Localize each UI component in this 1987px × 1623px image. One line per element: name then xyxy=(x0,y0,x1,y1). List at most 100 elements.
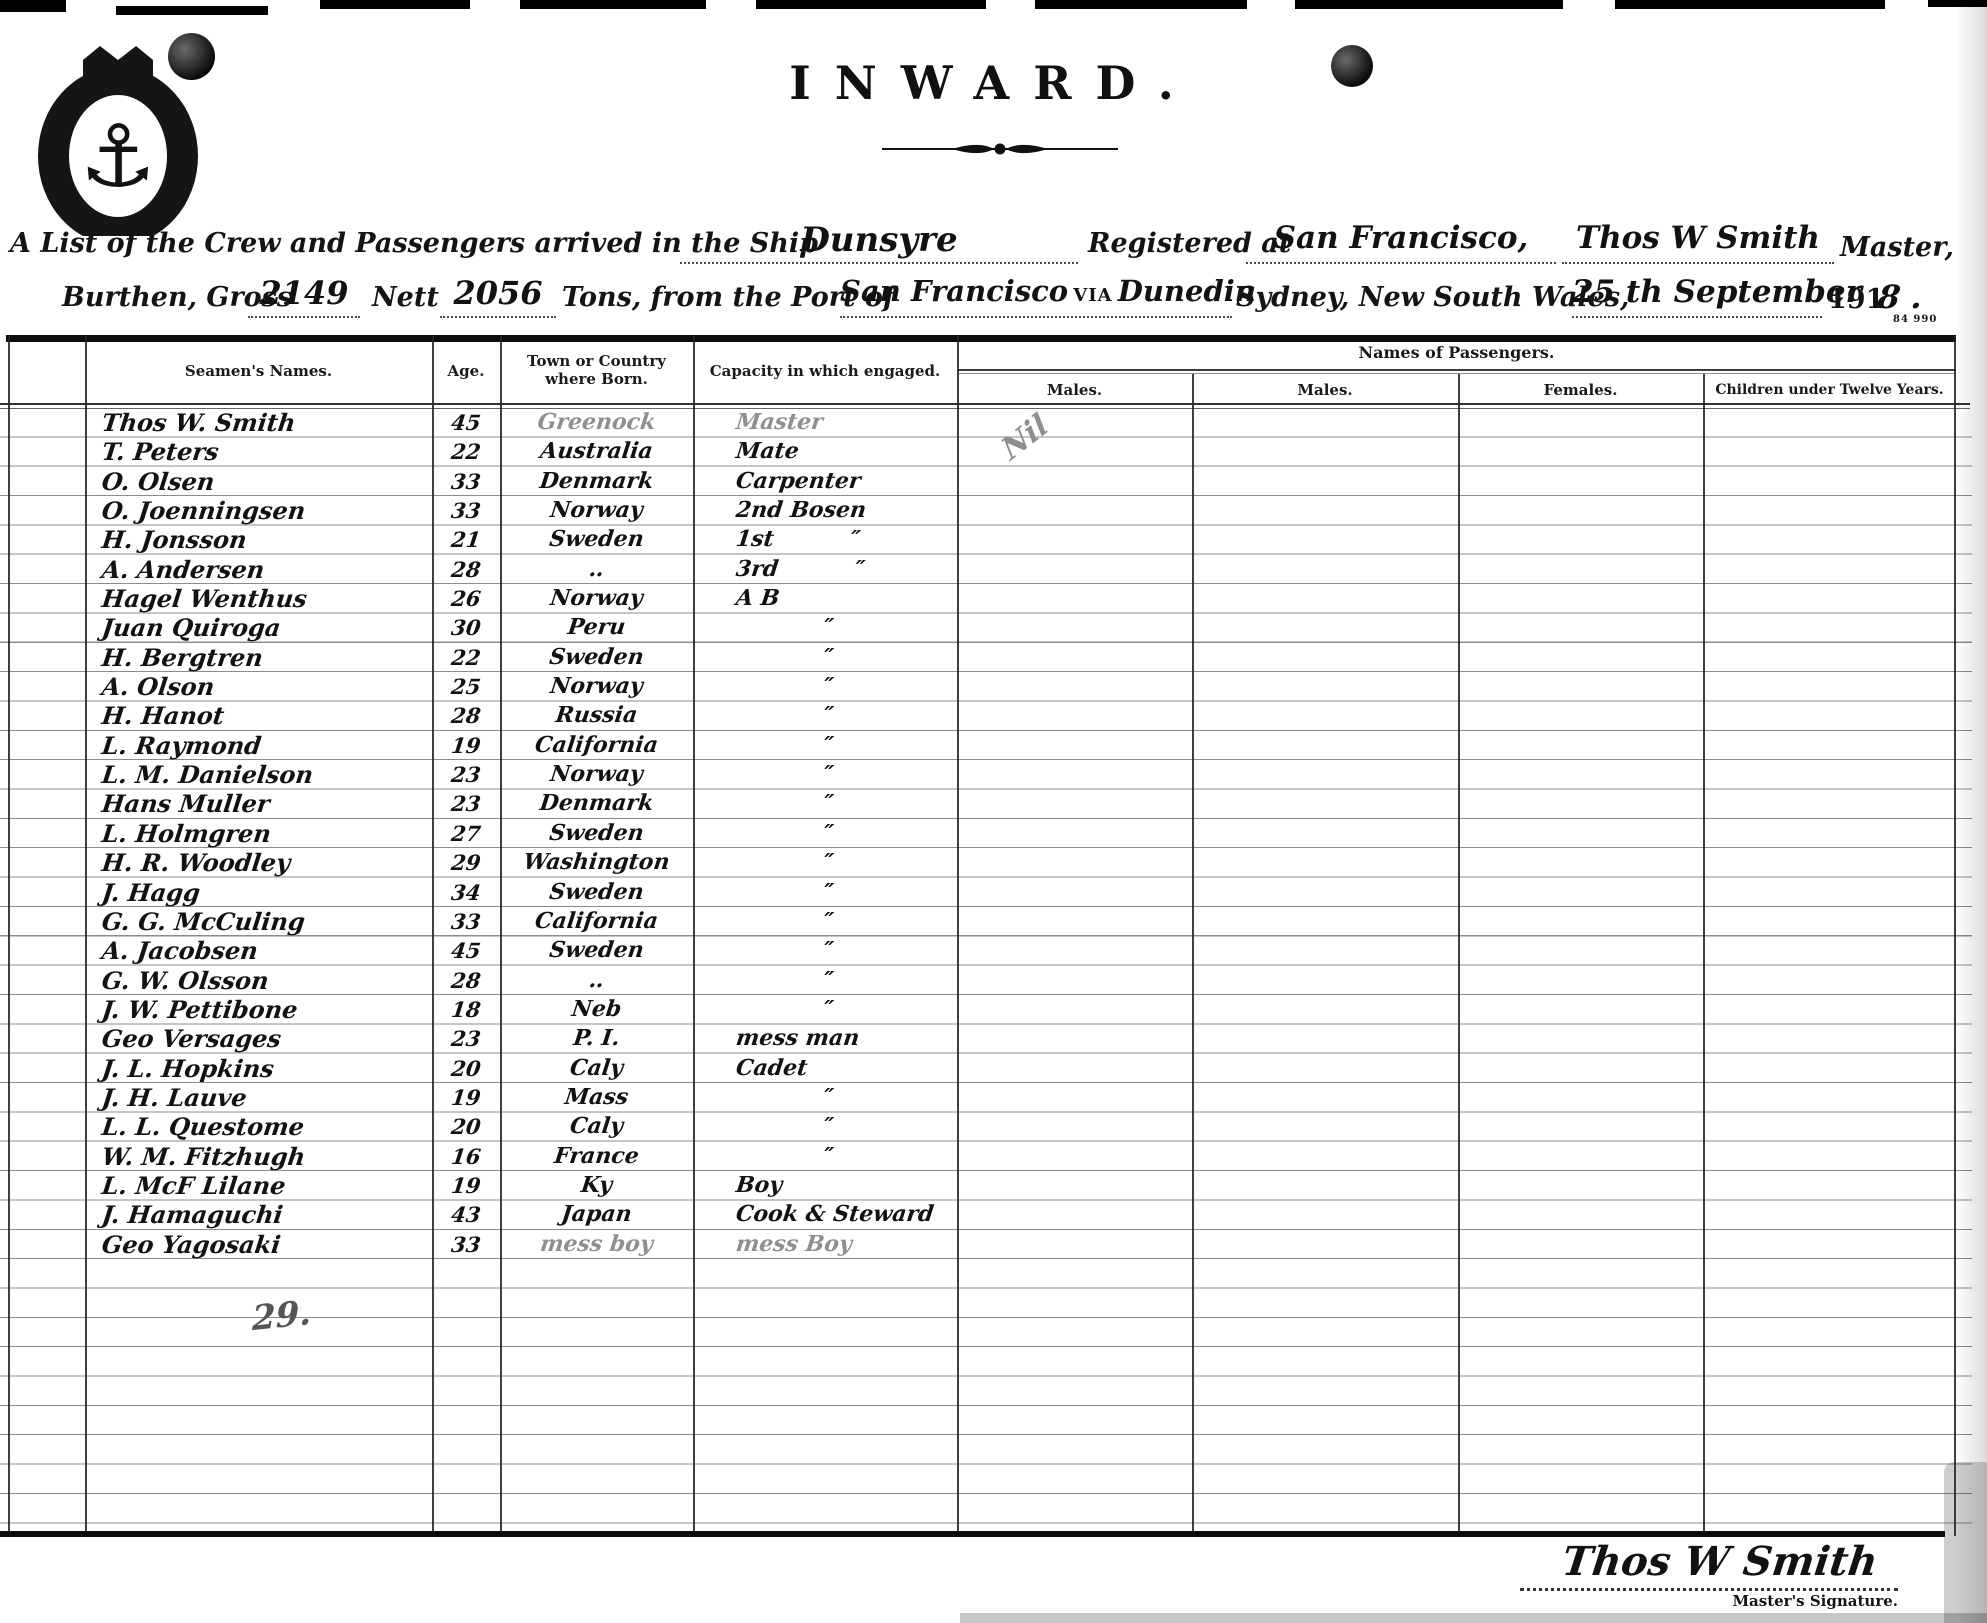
cell-age: 19 xyxy=(449,1084,483,1110)
cell-age: 27 xyxy=(449,820,483,846)
cell-age: 33 xyxy=(449,498,483,524)
registered-at-field: San Francisco, xyxy=(1246,220,1556,264)
cell-capacity: Boy xyxy=(734,1171,784,1198)
cell-age: 29 xyxy=(449,850,483,876)
cell-name: Juan Quiroga xyxy=(100,613,283,643)
cell-capacity: ″ xyxy=(822,849,836,876)
cell-town: Mass xyxy=(563,1083,630,1110)
crown-anchor-seal-icon: ⚓ xyxy=(38,46,198,236)
scan-artifact xyxy=(520,0,706,9)
cell-capacity: 3rd ″ xyxy=(734,555,867,582)
table-vline xyxy=(1192,374,1194,1536)
table-vline xyxy=(500,336,502,1536)
divider-ornament-icon xyxy=(882,143,1118,155)
cell-capacity: Mate xyxy=(734,438,801,465)
cell-age: 45 xyxy=(449,410,483,435)
cell-capacity: ″ xyxy=(822,702,836,729)
cell-name: J. Hagg xyxy=(100,877,202,907)
cell-age: 26 xyxy=(449,586,483,612)
table-row: H. Hanot 28 Russia ″ xyxy=(0,701,1972,730)
cell-age: 16 xyxy=(449,1143,483,1169)
cell-capacity: ″ xyxy=(822,1083,836,1110)
cell-capacity: 2nd Bosen xyxy=(734,497,868,524)
cell-name: Hans Muller xyxy=(100,789,272,819)
table-vline xyxy=(1954,336,1956,1536)
date-field: 25 th September xyxy=(1572,274,1862,318)
cell-name: T. Peters xyxy=(100,437,221,467)
table-row: G. W. Olsson 28 ‥ ″ xyxy=(0,966,1972,995)
signature-label: Master's Signature. xyxy=(1732,1592,1898,1610)
cell-capacity: mess man xyxy=(734,1025,861,1052)
table-row: Geo Versages 23 P. I. mess man xyxy=(0,1024,1972,1053)
cell-name: Geo Versages xyxy=(100,1024,283,1054)
cell-capacity: ″ xyxy=(822,995,836,1022)
cell-capacity: ″ xyxy=(822,790,836,817)
cell-town: Ky xyxy=(579,1171,614,1198)
master-name-value: Thos W Smith xyxy=(1576,220,1820,256)
table-row: L. McF Lilane 19 Ky Boy xyxy=(0,1171,1972,1200)
scan-artifact xyxy=(1035,0,1247,9)
cell-name: G. W. Olsson xyxy=(100,965,271,995)
port-value: San Francisco xyxy=(840,274,1069,308)
table-row: J. W. Pettibone 18 Neb ″ xyxy=(0,995,1972,1024)
table-row: O. Joenningsen 33 Norway 2nd Bosen xyxy=(0,496,1972,525)
table-row: G. G. McCuling 33 California ″ xyxy=(0,907,1972,936)
cell-town: Sweden xyxy=(547,819,646,846)
cell-town: Norway xyxy=(548,761,645,788)
cell-name: L. M. Danielson xyxy=(100,760,315,790)
scan-artifact xyxy=(320,0,470,9)
cell-town: Denmark xyxy=(538,467,655,494)
cell-age: 28 xyxy=(449,703,483,729)
page-title: INWARD. xyxy=(789,56,1198,110)
port-field: San Francisco VIA Dunedin xyxy=(840,274,1256,318)
crew-rows: Thos W. Smith 45 Greenock Master T. Peters 22… xyxy=(0,408,1972,1259)
cell-name: A. Jacobsen xyxy=(100,936,260,966)
table-top-border xyxy=(6,335,1956,342)
cell-town: France xyxy=(552,1142,641,1169)
table-row: A. Andersen 28 ‥ 3rd ″ xyxy=(0,555,1972,584)
cell-capacity: Master xyxy=(734,409,825,435)
table-row: A. Olson 25 Norway ″ xyxy=(0,672,1972,701)
cell-town: Japan xyxy=(559,1201,634,1228)
cell-town: Russia xyxy=(554,702,640,729)
cell-name: A. Olson xyxy=(100,672,217,702)
cell-town: Norway xyxy=(548,673,645,700)
cell-name: W. M. Fitzhugh xyxy=(100,1141,308,1171)
cell-name: J. W. Pettibone xyxy=(100,994,300,1024)
cell-name: J. L. Hopkins xyxy=(100,1053,276,1083)
cell-age: 23 xyxy=(449,791,483,817)
table-row: H. Jonsson 21 Sweden 1st ″ xyxy=(0,525,1972,554)
cell-town: Norway xyxy=(548,497,645,524)
nett-tons-field: 2056 xyxy=(440,274,556,318)
master-signature: Thos W Smith xyxy=(1559,1538,1881,1585)
cell-age: 28 xyxy=(449,967,483,993)
cell-name: J. Hamaguchi xyxy=(100,1200,285,1230)
col-header-capacity: Capacity in which engaged. xyxy=(709,362,941,380)
table-row: L. Holmgren 27 Sweden ″ xyxy=(0,819,1972,848)
cell-capacity: ″ xyxy=(822,1113,836,1140)
cell-age: 22 xyxy=(449,439,483,465)
cell-age: 33 xyxy=(449,908,483,934)
cell-capacity: ″ xyxy=(822,643,836,670)
cell-age: 30 xyxy=(449,615,483,641)
cell-age: 28 xyxy=(449,556,483,582)
cell-town: Sweden xyxy=(547,878,646,905)
table-ruled-lines xyxy=(0,408,1972,1534)
cell-name: L. McF Lilane xyxy=(100,1170,288,1200)
cell-name: O. Olsen xyxy=(100,466,217,496)
table-vline xyxy=(8,336,10,1536)
cell-capacity: ″ xyxy=(822,907,836,934)
cell-town: Norway xyxy=(548,585,645,612)
table-row: H. R. Woodley 29 Washington ″ xyxy=(0,848,1972,877)
gross-tons-field: 2149 xyxy=(248,274,360,318)
col-header-females: Females. xyxy=(1543,381,1618,399)
cell-name: H. R. Woodley xyxy=(100,848,292,878)
table-row: L. Raymond 19 California ″ xyxy=(0,731,1972,760)
registered-at-value: San Francisco, xyxy=(1273,220,1529,256)
cell-town: Sweden xyxy=(547,937,646,964)
cell-town: Peru xyxy=(566,614,627,641)
col-header-passengers: Names of Passengers. xyxy=(1358,343,1555,362)
passengers-underline xyxy=(957,369,1956,371)
col-header-town: Town or Country where Born. xyxy=(527,352,666,388)
table-row: J. H. Lauve 19 Mass ″ xyxy=(0,1083,1972,1112)
